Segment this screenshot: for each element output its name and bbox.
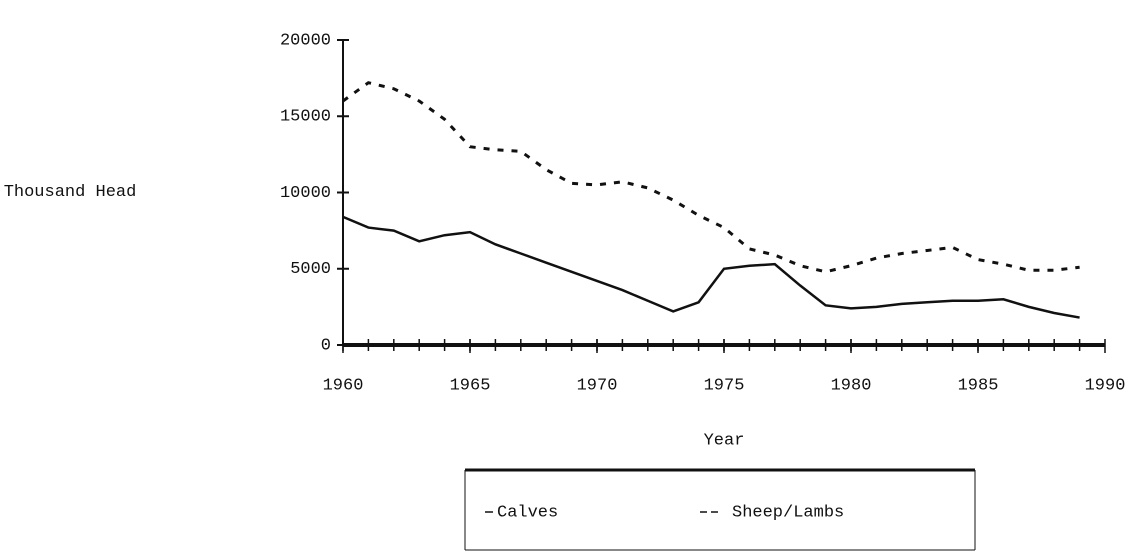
series-line (342, 215, 1080, 319)
y-axis-label: Thousand Head (3, 183, 137, 202)
x-tick-label: 1980 (831, 376, 872, 395)
y-tick-label: 5000 (290, 260, 331, 279)
y-tick-label: 15000 (280, 108, 331, 127)
x-tick-label: 1975 (704, 376, 745, 395)
y-tick-label: 10000 (280, 184, 331, 203)
x-axis-label: Year (704, 431, 745, 450)
y-tick-label: 0 (321, 336, 331, 355)
x-tick-label: 1990 (1085, 376, 1126, 395)
x-tick-label: 1960 (323, 376, 364, 395)
x-tick-label: 1985 (958, 376, 999, 395)
x-tick-label: 1970 (577, 376, 618, 395)
y-tick-label: 20000 (280, 31, 331, 50)
x-tick-label: 1965 (450, 376, 491, 395)
series-line (342, 81, 1080, 274)
legend-label: Sheep/Lambs (732, 503, 844, 522)
legend-label: Calves (497, 503, 558, 522)
